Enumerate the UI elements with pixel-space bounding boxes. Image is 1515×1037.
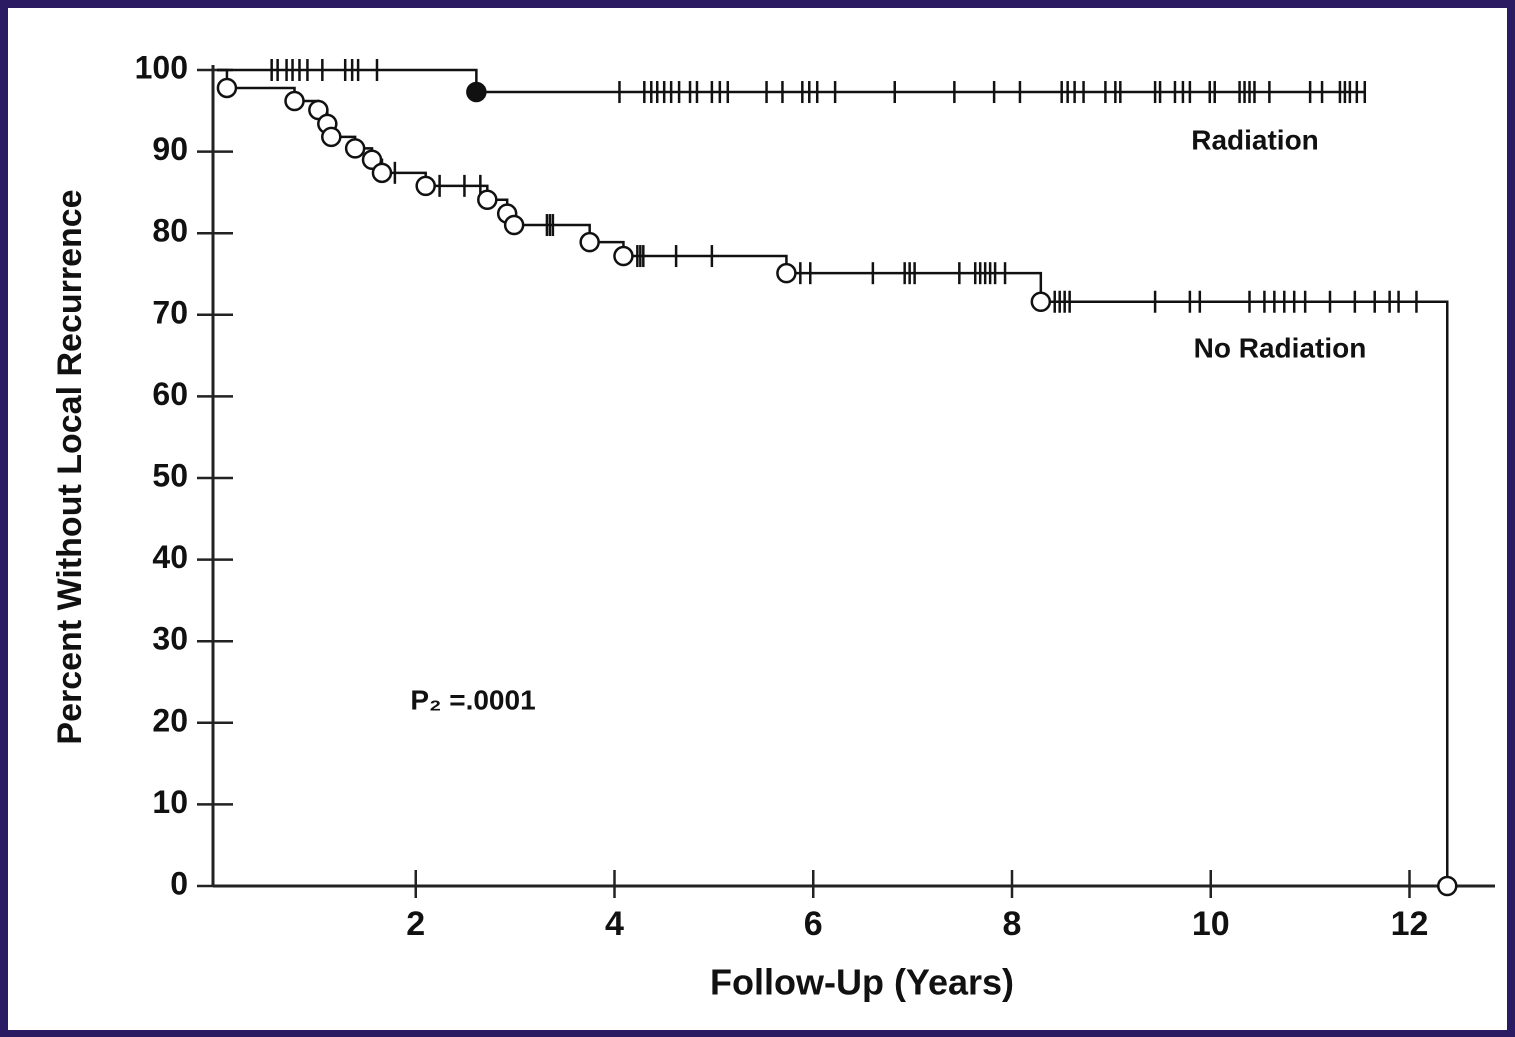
chart-background bbox=[8, 8, 1507, 1030]
y-tick-label: 90 bbox=[152, 131, 188, 167]
event-marker bbox=[284, 90, 305, 112]
x-tick-label: 8 bbox=[1003, 905, 1022, 943]
annotation: P₂ =.0001 bbox=[410, 684, 535, 715]
x-axis-label: Follow-Up (Years) bbox=[710, 962, 1014, 1003]
x-tick-label: 6 bbox=[804, 905, 823, 943]
y-tick-label: 0 bbox=[170, 865, 188, 901]
event-marker bbox=[216, 77, 238, 99]
y-tick-label: 30 bbox=[152, 621, 188, 657]
y-tick-label: 60 bbox=[152, 376, 188, 412]
x-tick-label: 12 bbox=[1391, 905, 1429, 943]
event-marker bbox=[477, 189, 498, 210]
event-marker bbox=[371, 162, 393, 184]
event-marker bbox=[321, 126, 342, 148]
event-marker bbox=[613, 245, 634, 267]
y-tick-label: 10 bbox=[152, 784, 188, 820]
x-tick-label: 10 bbox=[1192, 905, 1230, 943]
event-marker bbox=[1437, 875, 1458, 897]
y-axis-label: Percent Without Local Recurrence bbox=[51, 189, 89, 744]
y-tick-label: 40 bbox=[152, 539, 188, 575]
y-tick-label: 20 bbox=[152, 702, 188, 738]
series-label: No Radiation bbox=[1194, 332, 1367, 363]
survival-curve bbox=[217, 68, 1365, 94]
x-tick-label: 2 bbox=[406, 905, 425, 943]
event-marker bbox=[579, 231, 600, 253]
y-tick-label: 100 bbox=[135, 49, 188, 85]
event-marker bbox=[344, 138, 366, 159]
x-tick-label: 4 bbox=[605, 905, 624, 943]
y-tick-label: 80 bbox=[152, 213, 188, 249]
series-label: Radiation bbox=[1191, 124, 1319, 155]
y-tick-label: 70 bbox=[152, 294, 188, 330]
event-marker bbox=[503, 214, 525, 236]
event-marker bbox=[466, 81, 487, 103]
event-marker bbox=[776, 262, 797, 284]
y-tick-label: 50 bbox=[152, 457, 188, 493]
event-marker bbox=[1030, 291, 1052, 312]
event-marker bbox=[415, 175, 436, 197]
